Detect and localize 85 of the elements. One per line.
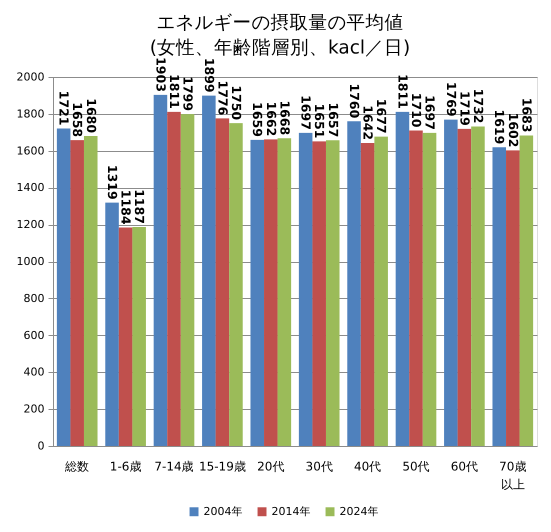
data-label: 1697 [298,95,314,130]
bar [326,140,340,446]
bar [84,136,98,446]
data-label: 1719 [457,91,472,126]
bar [118,228,132,446]
bar [132,227,146,446]
data-label: 1769 [444,82,459,117]
bar [229,123,243,446]
data-label: 1811 [167,74,182,109]
x-tick-label: 7-14歳 [154,460,194,474]
data-label: 1657 [326,102,341,138]
data-label: 1668 [277,100,292,136]
y-tick-label: 1400 [16,181,44,194]
x-tick-label: 50代 [402,460,430,474]
bar [167,112,181,446]
data-label: 1677 [374,98,390,134]
data-label: 1776 [215,80,230,116]
x-tick-label: 70歳以上 [499,460,526,492]
data-label: 1710 [409,92,424,128]
data-label: 1651 [312,104,328,138]
y-tick-label: 600 [24,328,44,342]
y-tick-label: 0 [38,440,44,452]
data-label: 1642 [360,105,376,140]
bar [180,114,194,446]
data-label: 1732 [470,88,486,124]
bar [264,139,278,446]
data-label: 1697 [422,95,438,130]
x-tick-label: 40代 [354,460,382,474]
x-tick-label: 1-6歳 [110,460,142,474]
bar [70,140,84,446]
bar [216,118,230,446]
bar [250,140,264,446]
bar [105,202,119,446]
y-tick-label: 2000 [16,70,44,84]
bar [154,94,168,446]
x-tick-label: 30代 [306,460,333,474]
bar [444,120,458,446]
data-label: 1187 [132,189,148,224]
data-label: 1680 [84,98,99,134]
data-label: 1760 [347,83,362,119]
bar [298,132,312,446]
data-label: 1184 [118,190,134,225]
bar [312,141,326,446]
legend-label: 2014年 [272,504,311,518]
x-tick-label: 20代 [257,460,284,474]
y-tick-label: 1000 [16,255,44,268]
chart-title: エネルギーの摂取量の平均値 (女性、年齢階層別、kacl／日) [150,12,410,59]
data-label: 1899 [202,58,217,93]
bar [492,147,506,446]
bar [520,135,534,446]
y-tick-label: 800 [24,292,44,305]
y-tick-label: 1200 [16,218,44,232]
data-label: 1721 [56,90,72,126]
y-tick-label: 200 [24,402,44,416]
x-tick-label: 60代 [450,460,478,474]
data-label: 1683 [519,98,534,132]
data-label: 1903 [153,57,168,92]
bar [347,121,361,446]
x-tick-label: 総数 [64,460,90,474]
bar [278,138,292,446]
data-label: 1811 [395,74,410,109]
data-label: 1619 [492,110,508,144]
bar [422,132,436,446]
bar [56,128,70,446]
legend-label: 2024年 [340,504,379,518]
y-tick-label: 400 [24,366,44,379]
data-label: 1658 [70,102,86,138]
x-tick-label: 15-19歳 [198,460,246,474]
y-tick-label: 1800 [16,107,44,120]
y-tick-label: 1600 [16,144,44,158]
data-label: 1750 [228,85,244,120]
bar [374,136,388,446]
bar [409,130,423,446]
data-label: 1662 [264,102,279,136]
bar [360,143,374,446]
bar [471,126,485,446]
data-label: 1319 [105,164,120,200]
legend-label: 2004年 [204,504,243,518]
bar [506,150,520,446]
data-label: 1799 [180,76,196,112]
data-label: 1659 [250,102,266,137]
data-label: 1602 [506,112,521,148]
bar [396,112,410,446]
bar [458,128,472,446]
bar [202,96,216,446]
